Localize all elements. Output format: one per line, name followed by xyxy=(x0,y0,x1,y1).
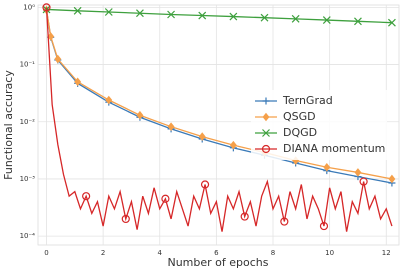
y-tick-label: 10⁻³ xyxy=(20,175,36,183)
data-point xyxy=(323,162,331,172)
data-point xyxy=(104,8,113,16)
x-tick-label: 2 xyxy=(101,249,105,257)
data-point xyxy=(388,174,396,184)
data-point xyxy=(74,77,82,87)
legend-marker xyxy=(261,144,271,154)
x-tick-label: 0 xyxy=(44,249,48,257)
legend-marker xyxy=(262,129,270,137)
legend-marker xyxy=(262,97,270,105)
legend-label: TernGrad xyxy=(282,94,333,107)
data-point xyxy=(161,194,170,203)
y-tick-label: 10⁻² xyxy=(20,118,36,126)
x-axis-title: Number of epochs xyxy=(167,256,268,269)
data-point xyxy=(47,32,55,41)
legend-label: DQGD xyxy=(283,126,317,139)
data-point xyxy=(359,177,368,186)
data-point xyxy=(42,3,51,12)
data-point xyxy=(105,95,113,105)
data-point xyxy=(260,13,269,22)
x-tick-label: 4 xyxy=(158,249,163,257)
data-point xyxy=(198,132,206,141)
data-point xyxy=(200,180,210,189)
legend-marker xyxy=(262,112,270,122)
data-point xyxy=(322,16,331,24)
data-point xyxy=(136,9,144,18)
x-tick-label: 6 xyxy=(214,249,219,257)
data-point xyxy=(136,110,144,120)
series-line xyxy=(45,9,393,184)
series-line xyxy=(45,7,393,232)
legend: TernGrad QSGD DQGD DIANA momentum xyxy=(251,90,387,160)
data-point xyxy=(167,122,175,131)
data-point xyxy=(387,18,396,27)
series-line xyxy=(45,9,393,180)
data-point xyxy=(121,214,130,224)
data-point xyxy=(291,14,300,23)
data-point xyxy=(354,17,362,26)
x-tick-label: 8 xyxy=(271,249,275,257)
y-tick-label: 10⁻⁴ xyxy=(20,232,36,240)
y-tick-label: 10⁰ xyxy=(23,3,35,11)
legend-box xyxy=(251,90,387,160)
data-point xyxy=(198,11,207,20)
data-point xyxy=(229,140,237,150)
data-point xyxy=(354,168,362,177)
data-point xyxy=(229,12,238,21)
legend-label: DIANA momentum xyxy=(283,142,385,155)
y-tick-label: 10⁻¹ xyxy=(20,61,36,69)
legend-label: QSGD xyxy=(283,110,316,123)
data-point xyxy=(319,221,329,231)
y-axis-title: Functional accuracy xyxy=(2,70,15,180)
data-point xyxy=(280,217,289,226)
data-point xyxy=(73,6,82,15)
x-tick-label: 10 xyxy=(325,249,334,257)
series-line xyxy=(46,8,392,24)
data-point xyxy=(54,54,62,64)
data-point xyxy=(240,212,249,221)
data-point xyxy=(167,10,175,19)
data-point xyxy=(82,192,91,201)
x-tick-label: 12 xyxy=(382,249,391,257)
